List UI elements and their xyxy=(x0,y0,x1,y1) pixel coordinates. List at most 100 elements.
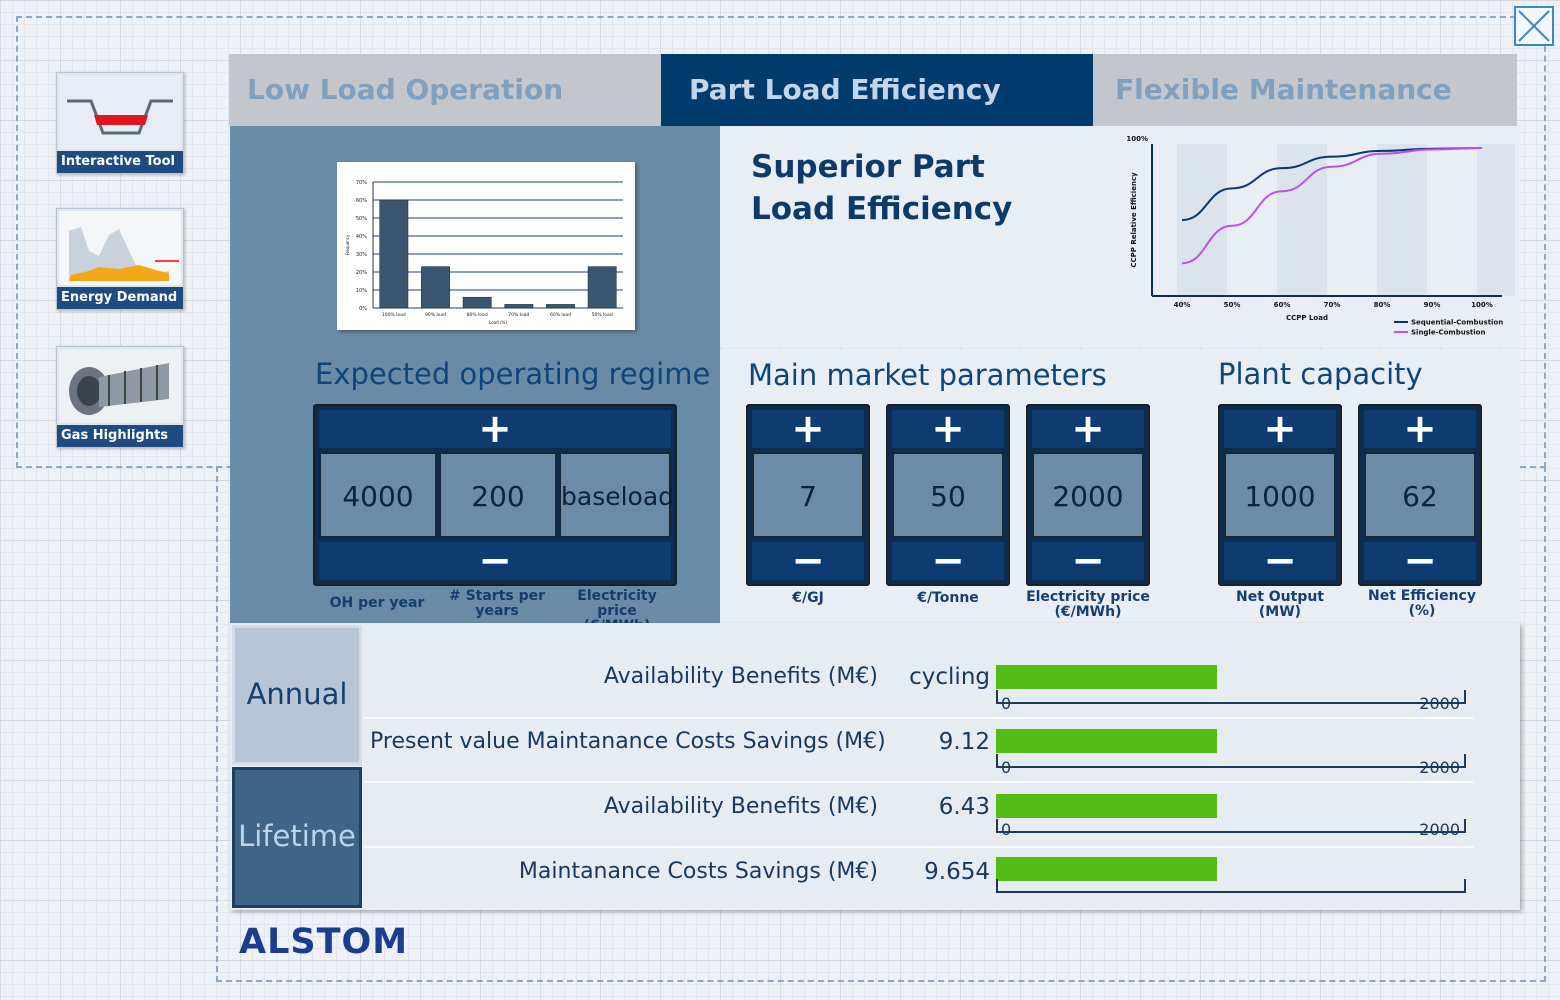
net-efficiency-value[interactable]: 62 xyxy=(1364,452,1476,538)
result-bar-min: 0 xyxy=(1001,758,1012,777)
efficiency-chart-svg: 100% CCPP Relative Efficiency 40% 50% 60% 70%… xyxy=(1126,135,1527,337)
fuel-price-decrease-button[interactable]: − xyxy=(752,541,864,581)
y-tick-label: 100% xyxy=(1126,135,1148,143)
close-icon xyxy=(1518,10,1550,42)
bar xyxy=(462,296,492,309)
x-tick-label: 50% xyxy=(1224,301,1241,309)
fuel-price-value[interactable]: 7 xyxy=(752,452,864,538)
electricity-price-decrease-button[interactable]: − xyxy=(1032,541,1144,581)
market-title: Main market parameters xyxy=(748,358,1107,392)
starts-caption: # Starts per years xyxy=(448,588,546,619)
x-tick-label: 60% load xyxy=(550,312,571,318)
result-bar-max: 2000 xyxy=(1419,758,1460,777)
result-label: Maintanance Costs Savings (M€) xyxy=(518,859,878,884)
efficiency-chart: 100% CCPP Relative Efficiency 40% 50% 60% 70%… xyxy=(1110,130,1527,342)
regime-price-value[interactable]: baseload xyxy=(559,452,674,538)
y-tick-label: 10% xyxy=(356,288,367,294)
electricity-price-increase-button[interactable]: + xyxy=(1032,409,1144,449)
co2-price-increase-button[interactable]: + xyxy=(892,409,1004,449)
net-efficiency-increase-button[interactable]: + xyxy=(1364,409,1476,449)
x-tick-label: 90% load xyxy=(425,312,446,318)
oh-per-year-caption: OH per year xyxy=(329,595,425,611)
grid-band xyxy=(1477,144,1527,296)
tab-part-load[interactable]: Part Load Efficiency xyxy=(661,54,1093,126)
result-bar-track xyxy=(996,819,1466,833)
result-bar-track xyxy=(996,690,1466,704)
co2-price-decrease-button[interactable]: − xyxy=(892,541,1004,581)
page-title: Superior Part Load Efficiency xyxy=(751,146,1012,230)
sidebar-item-label: Interactive Tool xyxy=(57,151,183,173)
alstom-logo: ALSTOM xyxy=(239,922,409,962)
x-axis-label: Load (%) xyxy=(489,320,507,325)
y-axis-label: Frequency xyxy=(345,234,350,255)
result-bar-max: 2000 xyxy=(1419,694,1460,713)
starts-per-year-value[interactable]: 200 xyxy=(439,452,557,538)
x-tick-label: 90% xyxy=(1424,301,1441,309)
result-bar-max: 2000 xyxy=(1419,820,1460,839)
basin-icon xyxy=(59,75,181,149)
net-efficiency-stepper: + 62 − xyxy=(1358,404,1482,586)
row-separator xyxy=(364,846,1474,848)
x-tick-label: 100% load xyxy=(382,312,406,318)
regime-title: Expected operating regime xyxy=(315,357,711,391)
x-tick-label: 100% xyxy=(1471,301,1493,309)
sidebar-item-interactive-tool[interactable]: Interactive Tool xyxy=(56,72,184,174)
regime-chart: 70% 60% 50% 40% 30% 20% 10% 0% Frequency 100% loa… xyxy=(337,162,635,330)
oh-per-year-value[interactable]: 4000 xyxy=(319,452,437,538)
plant-title: Plant capacity xyxy=(1218,357,1423,391)
net-output-caption: Net Output (MW) xyxy=(1235,589,1325,620)
result-label: Present value Maintanance Costs Savings … xyxy=(370,729,886,754)
sidebar-item-energy-demand[interactable]: Energy Demand xyxy=(56,208,184,310)
result-value: 6.43 xyxy=(938,794,990,820)
net-efficiency-decrease-button[interactable]: − xyxy=(1364,541,1476,581)
grid-band xyxy=(1377,144,1427,296)
x-tick-label: 60% xyxy=(1274,301,1291,309)
bar xyxy=(379,199,409,309)
annual-button[interactable]: Annual xyxy=(232,625,362,765)
tab-flexible-maintenance[interactable]: Flexible Maintenance xyxy=(1093,54,1517,126)
fuel-price-increase-button[interactable]: + xyxy=(752,409,864,449)
bar xyxy=(504,304,534,309)
legend-label: Sequential-Combustion xyxy=(1411,319,1503,327)
result-value: cycling xyxy=(909,664,990,690)
regime-stepper: + 4000 200 baseload − xyxy=(313,404,677,586)
electricity-price-value[interactable]: 2000 xyxy=(1032,452,1144,538)
co2-price-caption: €/Tonne xyxy=(917,590,979,606)
regime-decrease-button[interactable]: − xyxy=(319,541,671,581)
net-efficiency-caption: Net Efficiency (%) xyxy=(1368,588,1476,619)
y-tick-label: 50% xyxy=(356,216,367,222)
fuel-price-caption: €/GJ xyxy=(792,590,824,606)
y-tick-label: 0% xyxy=(359,306,367,312)
net-output-stepper: + 1000 − xyxy=(1218,404,1342,586)
sidebar-item-gas-highlights[interactable]: Gas Highlights xyxy=(56,346,184,448)
result-bar-min: 0 xyxy=(1001,694,1012,713)
y-tick-label: 70% xyxy=(356,180,367,186)
bar xyxy=(421,266,450,309)
row-separator xyxy=(364,717,1474,719)
result-label: Availability Benefits (M€) xyxy=(603,794,878,819)
sidebar-item-label: Energy Demand xyxy=(57,287,183,309)
lifetime-button[interactable]: Lifetime xyxy=(232,767,362,908)
result-bar-track xyxy=(996,879,1466,893)
co2-price-value[interactable]: 50 xyxy=(892,452,1004,538)
x-tick-label: 70% xyxy=(1324,301,1341,309)
electricity-price-caption: Electricity price (€/MWh) xyxy=(1026,589,1150,620)
bar xyxy=(587,266,617,309)
net-output-decrease-button[interactable]: − xyxy=(1224,541,1336,581)
electricity-price-stepper: + 2000 − xyxy=(1026,404,1150,586)
tab-low-load[interactable]: Low Load Operation Capability xyxy=(229,54,661,178)
close-button[interactable] xyxy=(1514,6,1554,46)
regime-chart-svg: 70% 60% 50% 40% 30% 20% 10% 0% Frequency 100% loa… xyxy=(345,180,623,325)
net-output-value[interactable]: 1000 xyxy=(1224,452,1336,538)
result-bar-fill xyxy=(996,794,1217,818)
x-tick-label: 50% load xyxy=(592,312,613,318)
result-bar-fill xyxy=(996,665,1217,689)
regime-increase-button[interactable]: + xyxy=(319,409,671,449)
bar xyxy=(546,304,575,309)
net-output-increase-button[interactable]: + xyxy=(1224,409,1336,449)
y-tick-label: 60% xyxy=(356,198,367,204)
page-title-line2: Load Efficiency xyxy=(751,191,1013,227)
x-tick-label: 80% load xyxy=(467,312,488,318)
series-line xyxy=(1181,147,1483,265)
result-label: Availability Benefits (M€) xyxy=(603,664,878,689)
